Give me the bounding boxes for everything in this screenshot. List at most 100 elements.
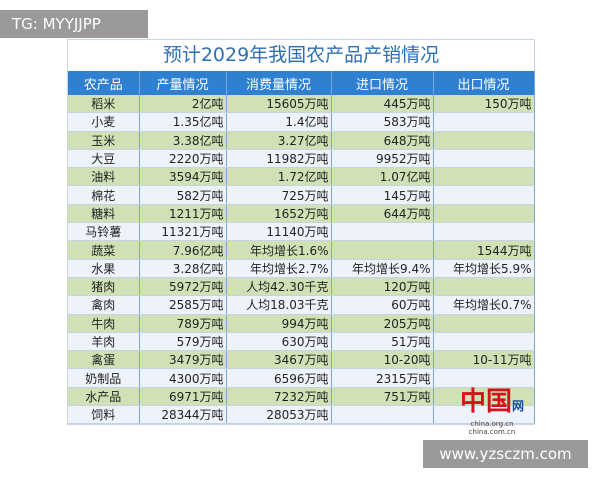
table-row: 奶制品 4300万吨 6596万吨 2315万吨 — [68, 368, 535, 388]
table-cell — [433, 167, 535, 187]
product-name-cell: 油料 — [68, 167, 140, 187]
table-cell: 994万吨 — [226, 314, 332, 333]
table-cell: 582万吨 — [139, 185, 227, 205]
production-table: 农产品 产量情况 消费量情况 进口情况 出口情况 稻米 2亿吨 15605万吨 445万吨 15… — [68, 71, 535, 425]
table-cell: 445万吨 — [331, 95, 434, 114]
table-cell: 789万吨 — [139, 314, 227, 333]
product-name-cell: 小麦 — [68, 112, 140, 132]
product-name-cell: 奶制品 — [68, 368, 140, 388]
product-name-cell: 稻米 — [68, 95, 140, 114]
table-cell: 3.38亿吨 — [139, 131, 227, 150]
table-cell: 年均增长2.7% — [226, 259, 332, 278]
table-cell: 205万吨 — [331, 314, 434, 333]
table-cell: 1652万吨 — [226, 204, 332, 224]
table-cell — [433, 112, 535, 132]
product-name-cell: 玉米 — [68, 131, 140, 150]
table-cell — [433, 368, 535, 388]
table-cell: 3594万吨 — [139, 167, 227, 187]
table-cell: 3.27亿吨 — [226, 131, 332, 150]
product-name-cell: 糖料 — [68, 204, 140, 224]
table-cell: 10-20吨 — [331, 350, 434, 370]
product-name-cell: 水果 — [68, 259, 140, 278]
table-cell: 4300万吨 — [139, 368, 227, 388]
table-cell — [433, 314, 535, 333]
table-cell: 145万吨 — [331, 185, 434, 205]
table-row: 小麦 1.35亿吨 1.4亿吨 583万吨 — [68, 112, 535, 132]
table-cell: 630万吨 — [226, 332, 332, 352]
table-cell: 5972万吨 — [139, 277, 227, 297]
table-cell: 28053万吨 — [226, 405, 332, 425]
product-name-cell: 马铃薯 — [68, 222, 140, 242]
table-cell: 2585万吨 — [139, 295, 227, 315]
table-cell: 11321万吨 — [139, 222, 227, 242]
product-name-cell: 蔬菜 — [68, 240, 140, 260]
table-row: 大豆 2220万吨 11982万吨 9952万吨 — [68, 149, 535, 169]
table-cell: 644万吨 — [331, 204, 434, 224]
table-row: 油料 3594万吨 1.72亿吨 1.07亿吨 — [68, 167, 535, 187]
product-name-cell: 牛肉 — [68, 314, 140, 333]
table-row: 禽蛋 3479万吨 3467万吨 10-20吨 10-11万吨 — [68, 350, 535, 370]
logo-url-1: china.org.cn — [470, 420, 514, 428]
product-name-cell: 棉花 — [68, 185, 140, 205]
table-cell — [433, 222, 535, 242]
table-title: 预计2029年我国农产品产销情况 — [68, 40, 534, 71]
table-row: 猪肉 5972万吨 人均42.30千克 120万吨 — [68, 277, 535, 297]
table-cell: 725万吨 — [226, 185, 332, 205]
column-header: 消费量情况 — [226, 71, 332, 95]
logo-url-2: china.com.cn — [468, 428, 516, 436]
table-row: 蔬菜 7.96亿吨 年均增长1.6% 1544万吨 — [68, 240, 535, 260]
product-name-cell: 羊肉 — [68, 332, 140, 352]
table-row: 稻米 2亿吨 15605万吨 445万吨 150万吨 — [68, 95, 535, 114]
table-cell: 1.4亿吨 — [226, 112, 332, 132]
table-cell — [433, 387, 535, 407]
table-cell: 年均增长1.6% — [226, 240, 332, 260]
table-cell: 3467万吨 — [226, 350, 332, 370]
table-cell: 15605万吨 — [226, 95, 332, 114]
table-cell: 年均增长0.7% — [433, 295, 535, 315]
table-cell: 1.07亿吨 — [331, 167, 434, 187]
table-row: 饲料 28344万吨 28053万吨 — [68, 405, 535, 425]
table-cell — [433, 185, 535, 205]
table-cell: 7.96亿吨 — [139, 240, 227, 260]
table-cell: 648万吨 — [331, 131, 434, 150]
table-cell: 11140万吨 — [226, 222, 332, 242]
table-cell — [433, 204, 535, 224]
production-table-container: 预计2029年我国农产品产销情况 农产品 产量情况 消费量情况 进口情况 出口情况 稻米… — [67, 39, 535, 426]
product-name-cell: 禽蛋 — [68, 350, 140, 370]
table-cell: 1.72亿吨 — [226, 167, 332, 187]
table-cell — [433, 131, 535, 150]
table-row: 禽肉 2585万吨 人均18.03千克 60万吨 年均增长0.7% — [68, 295, 535, 315]
watermark-bottom: www.yzsczm.com — [423, 440, 588, 468]
table-cell: 年均增长9.4% — [331, 259, 434, 278]
table-cell: 1544万吨 — [433, 240, 535, 260]
table-cell: 51万吨 — [331, 332, 434, 352]
table-cell: 751万吨 — [331, 387, 434, 407]
table-cell: 120万吨 — [331, 277, 434, 297]
table-cell: 579万吨 — [139, 332, 227, 352]
table-cell: 11982万吨 — [226, 149, 332, 169]
table-cell: 1.35亿吨 — [139, 112, 227, 132]
table-cell: 2315万吨 — [331, 368, 434, 388]
table-cell: 7232万吨 — [226, 387, 332, 407]
column-header: 产量情况 — [139, 71, 227, 95]
table-row: 玉米 3.38亿吨 3.27亿吨 648万吨 — [68, 131, 535, 150]
logo-mark: 中国网 — [459, 387, 525, 417]
header-row: 农产品 产量情况 消费量情况 进口情况 出口情况 — [68, 71, 535, 95]
table-cell: 人均42.30千克 — [226, 277, 332, 297]
table-cell: 6596万吨 — [226, 368, 332, 388]
column-header: 进口情况 — [331, 71, 434, 95]
product-name-cell: 饲料 — [68, 405, 140, 425]
product-name-cell: 禽肉 — [68, 295, 140, 315]
table-row: 羊肉 579万吨 630万吨 51万吨 — [68, 332, 535, 352]
table-cell: 年均增长5.9% — [433, 259, 535, 278]
table-cell: 28344万吨 — [139, 405, 227, 425]
table-cell — [433, 405, 535, 425]
table-row: 马铃薯 11321万吨 11140万吨 — [68, 222, 535, 242]
table-cell: 3479万吨 — [139, 350, 227, 370]
table-cell: 10-11万吨 — [433, 350, 535, 370]
table-cell — [331, 405, 434, 425]
table-cell — [433, 277, 535, 297]
table-cell: 150万吨 — [433, 95, 535, 114]
table-cell: 583万吨 — [331, 112, 434, 132]
table-cell: 60万吨 — [331, 295, 434, 315]
